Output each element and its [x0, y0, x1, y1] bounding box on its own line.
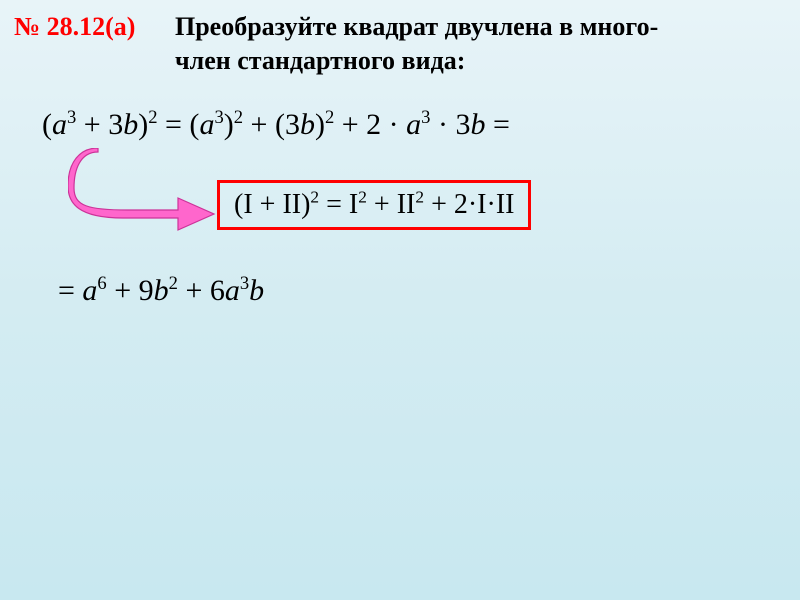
- instruction-line2: член стандартного вида:: [175, 46, 465, 75]
- curved-arrow-icon: [68, 148, 218, 234]
- problem-number: № 28.12(а): [14, 12, 135, 42]
- instruction-text: Преобразуйте квадрат двучлена в много- ч…: [175, 10, 658, 78]
- formula-box: (I + II)2 = I2 + II2 + 2·I·II: [217, 180, 531, 230]
- expansion-expression: (a3 + 3b)2 = (a3)2 + (3b)2 + 2 · a3 · 3b…: [42, 108, 510, 142]
- instruction-line1: Преобразуйте квадрат двучлена в много-: [175, 12, 658, 41]
- result-expression: = a6 + 9b2 + 6a3b: [58, 274, 264, 308]
